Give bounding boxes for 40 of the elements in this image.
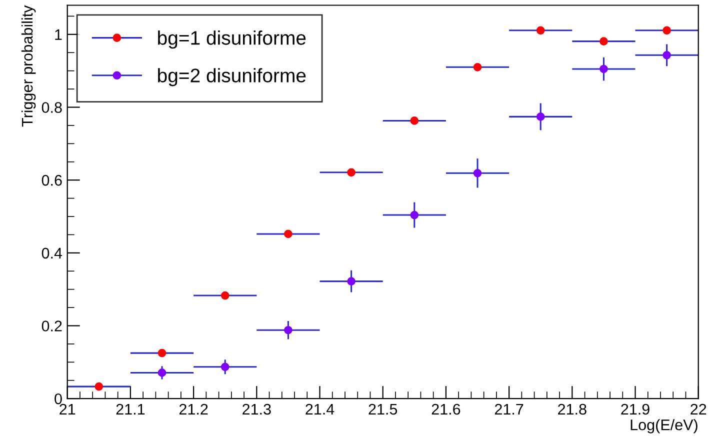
point xyxy=(600,64,608,74)
point xyxy=(158,348,166,358)
point xyxy=(347,277,356,286)
x-tick-label: 21.6 xyxy=(432,404,460,415)
legend-label: bg=1 disuniforme xyxy=(158,30,306,49)
point xyxy=(473,63,482,72)
point xyxy=(284,326,292,334)
point xyxy=(284,230,292,238)
x-tick-label: 21.5 xyxy=(368,404,398,415)
y-tick-label: 1 xyxy=(55,29,62,40)
x-tick-label: 21.4 xyxy=(306,404,334,415)
point xyxy=(473,168,482,178)
x-tick-label: 21.3 xyxy=(242,404,271,415)
point xyxy=(662,26,671,35)
x-tick-label: 21.8 xyxy=(558,404,586,415)
x-tick-label: 22 xyxy=(690,404,706,415)
x-tick-label: 21 xyxy=(60,404,76,415)
y-tick-label: 0.6 xyxy=(42,174,62,186)
point xyxy=(600,37,608,46)
x-tick-label: 21.7 xyxy=(494,404,524,415)
point xyxy=(94,382,104,391)
point xyxy=(662,50,671,60)
x-tick-label: 21.9 xyxy=(621,404,650,415)
point xyxy=(220,291,230,300)
y-axis-title: Trigger probability xyxy=(21,5,36,127)
y-tick-label: 0.4 xyxy=(42,248,62,259)
x-tick-label: 21.1 xyxy=(116,404,145,415)
x-axis-title: Log(E/eV) xyxy=(630,419,698,434)
y-tick-label: 0 xyxy=(54,393,62,404)
x-tick-label: 21.2 xyxy=(179,404,208,415)
point xyxy=(347,168,356,177)
y-tick-label: 0.8 xyxy=(42,102,62,113)
legend-label: bg=2 disuniforme xyxy=(158,68,306,86)
point xyxy=(410,116,419,125)
point xyxy=(158,368,166,377)
point xyxy=(536,112,545,121)
point xyxy=(220,362,230,372)
point xyxy=(410,210,419,220)
y-tick-label: 0.2 xyxy=(42,320,62,332)
point xyxy=(536,26,545,35)
